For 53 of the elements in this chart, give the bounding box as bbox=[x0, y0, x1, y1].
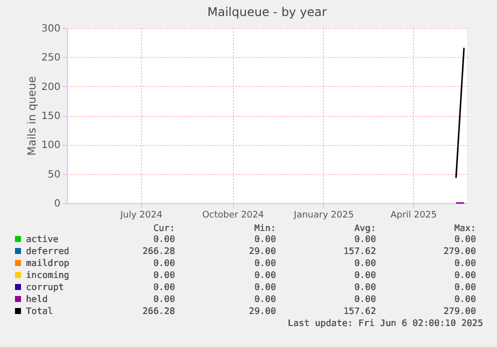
legend-label: maildrop bbox=[26, 259, 70, 269]
text: 0.00 bbox=[354, 283, 376, 293]
text: 266.28 bbox=[142, 247, 175, 257]
text: 0.00 bbox=[254, 283, 276, 293]
text: 157.62 bbox=[343, 247, 376, 257]
text: 0.00 bbox=[153, 295, 175, 305]
text: 0.00 bbox=[454, 235, 476, 245]
x-tick-label: April 2025 bbox=[390, 210, 437, 220]
text: 0.00 bbox=[454, 295, 476, 305]
y-tick-label: 50 bbox=[48, 169, 60, 180]
text: Last update: Fri Jun 6 02:00:10 2025 bbox=[288, 319, 483, 329]
text: 0.00 bbox=[454, 271, 476, 281]
text: 0.00 bbox=[254, 235, 276, 245]
text: 0.00 bbox=[354, 295, 376, 305]
text: 0.00 bbox=[354, 259, 376, 269]
text: 0.00 bbox=[254, 295, 276, 305]
legend-label: active bbox=[26, 235, 59, 245]
text: Avg: bbox=[354, 224, 376, 234]
text: 279.00 bbox=[443, 307, 476, 317]
y-tick-label: 0 bbox=[54, 198, 60, 210]
text: 0.00 bbox=[454, 283, 476, 293]
y-tick-label: 200 bbox=[41, 82, 60, 93]
text: Max: bbox=[454, 224, 476, 234]
text: 0.00 bbox=[254, 259, 276, 269]
text: 29.00 bbox=[248, 307, 276, 317]
chart-title: Mailqueue - by year bbox=[207, 5, 327, 19]
text: 157.62 bbox=[343, 307, 376, 317]
y-tick-label: 250 bbox=[41, 52, 60, 64]
text: 266.28 bbox=[142, 307, 175, 317]
y-axis-title: Mails in queue bbox=[25, 76, 38, 156]
legend-label: deferred bbox=[26, 247, 70, 257]
text: 0.00 bbox=[354, 271, 376, 281]
text: 29.00 bbox=[248, 247, 276, 257]
x-tick-label: October 2024 bbox=[202, 210, 264, 220]
y-tick-label: 150 bbox=[41, 111, 60, 122]
text: Min: bbox=[254, 224, 276, 234]
text: 0.00 bbox=[354, 235, 376, 245]
text: 0.00 bbox=[153, 283, 175, 293]
text: 0.00 bbox=[153, 271, 175, 281]
text: 279.00 bbox=[443, 247, 476, 257]
y-tick-label: 300 bbox=[41, 24, 60, 34]
legend-label: incoming bbox=[26, 271, 70, 281]
legend-label: corrupt bbox=[26, 283, 64, 293]
y-tick-label: 100 bbox=[41, 140, 60, 152]
text: 0.00 bbox=[153, 259, 175, 269]
text: Cur: bbox=[153, 224, 175, 234]
legend-label: Total bbox=[26, 307, 54, 317]
x-tick-label: January 2025 bbox=[292, 210, 354, 220]
text: 0.00 bbox=[254, 271, 276, 281]
legend-label: held bbox=[26, 295, 48, 305]
text: 0.00 bbox=[153, 235, 175, 245]
text: 0.00 bbox=[454, 259, 476, 269]
x-tick-label: July 2024 bbox=[119, 210, 163, 220]
